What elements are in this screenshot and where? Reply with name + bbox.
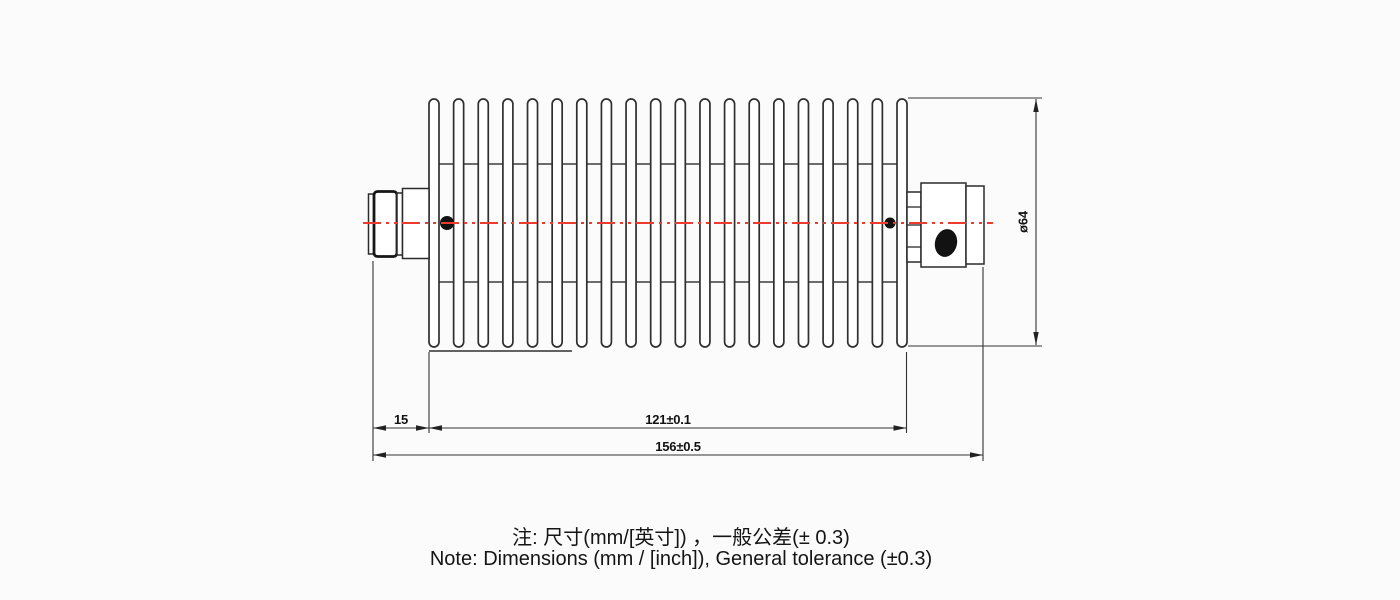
dim-label-left-offset: 15 bbox=[393, 412, 409, 427]
note-line-en: Note: Dimensions (mm / [inch]), General … bbox=[429, 548, 933, 570]
arrow bbox=[373, 425, 386, 431]
arrow bbox=[373, 452, 386, 458]
screw-right bbox=[884, 217, 896, 229]
arrow bbox=[429, 425, 442, 431]
arrow bbox=[1033, 332, 1039, 345]
arrow bbox=[416, 425, 429, 431]
heatsink-fin bbox=[625, 98, 637, 348]
right-connector-end bbox=[965, 185, 985, 265]
right-connector-hole bbox=[934, 229, 958, 257]
arrow bbox=[970, 452, 983, 458]
note-line-zh: 注: 尺寸(mm/[英寸]) ，一般公差(± 0.3) bbox=[512, 527, 850, 549]
right-connector bbox=[906, 182, 985, 268]
dim-label-diameter: ø64 bbox=[1015, 211, 1031, 233]
arrow bbox=[1033, 99, 1039, 112]
right-connector-thread bbox=[906, 191, 922, 263]
arrow bbox=[893, 425, 907, 431]
dim-label-overall: 156±0.5 bbox=[655, 439, 701, 454]
left-connector-step bbox=[396, 192, 404, 256]
dim-label-fin-section: 121±0.1 bbox=[645, 412, 691, 427]
dimension-lines bbox=[372, 97, 1042, 461]
